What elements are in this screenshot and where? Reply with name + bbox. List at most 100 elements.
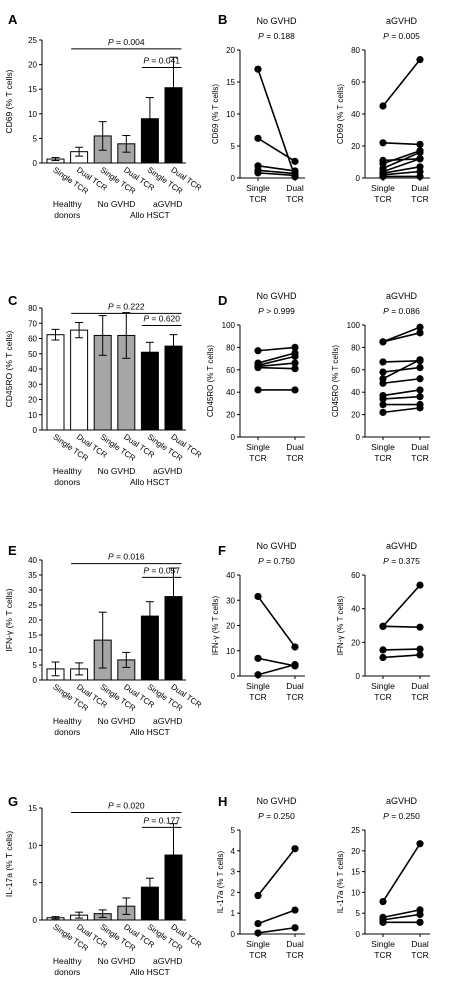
panel-letter: G	[8, 794, 18, 809]
data-point	[416, 404, 424, 412]
paired-line	[382, 913, 421, 921]
paired-line	[382, 395, 421, 400]
data-point	[416, 56, 424, 64]
y-tick-label: 40	[226, 388, 235, 397]
y-tick-label: 3	[231, 868, 236, 877]
y-tick-label: 70	[28, 319, 37, 328]
y-tick-label: 40	[351, 388, 360, 397]
data-point	[416, 393, 424, 401]
paired-line	[257, 346, 296, 352]
data-point	[379, 897, 387, 906]
subplot-title: aGVHD	[386, 291, 418, 301]
paired-line	[382, 166, 421, 174]
x-tick-label: Dual	[411, 681, 429, 691]
paired-line	[257, 169, 296, 175]
y-axis-label: IL-17a (% T cells)	[216, 850, 225, 913]
y-tick-label: 20	[28, 616, 37, 625]
data-point	[254, 929, 262, 937]
y-tick-label: 40	[351, 110, 360, 119]
p-value-label: P = 0.086	[383, 306, 420, 316]
paired-line	[382, 150, 421, 165]
group-label-no-gvhd: No GVHD	[98, 716, 136, 726]
x-tick-label: TCR	[374, 453, 391, 463]
data-point	[254, 65, 262, 73]
data-point	[291, 643, 299, 651]
x-tick-label: Dual	[286, 183, 304, 193]
data-point	[416, 323, 424, 331]
data-point	[416, 148, 424, 156]
panel-letter: D	[218, 293, 227, 308]
y-tick-label: 10	[226, 647, 235, 656]
paired-line	[382, 151, 421, 170]
p-value-label: P = 0.222	[108, 301, 145, 311]
y-tick-label: 0	[356, 930, 361, 939]
y-tick-label: 30	[28, 586, 37, 595]
y-tick-label: 20	[351, 847, 360, 856]
x-tick-label: Single	[371, 183, 395, 193]
group-label-healthy: Healthy	[53, 466, 83, 476]
data-point	[379, 368, 387, 376]
data-point	[291, 352, 299, 360]
x-tick-label: TCR	[286, 194, 303, 204]
data-point	[291, 359, 299, 367]
paired-line	[382, 625, 421, 628]
x-tick-label: TCR	[286, 950, 303, 960]
data-point	[379, 653, 387, 662]
y-tick-label: 100	[347, 321, 361, 330]
p-value-label: P = 0.750	[258, 556, 295, 566]
y-tick-label: 10	[28, 411, 37, 420]
subplot-agvhd: aGVHD P = 0.086 0 20 40 60 80 100 CD45RO (% T ce…	[331, 291, 430, 463]
y-tick-label: 60	[351, 571, 360, 580]
paired-line	[257, 137, 296, 163]
x-tick-label: TCR	[374, 950, 391, 960]
y-tick-label: 5	[231, 826, 236, 835]
data-point	[379, 395, 387, 403]
y-tick-label: 40	[28, 365, 37, 374]
y-axis-label: CD69 (% T cells)	[4, 69, 14, 133]
bar	[164, 345, 183, 431]
data-point	[291, 171, 299, 180]
y-axis-label: CD45RO (% T cells)	[331, 345, 340, 418]
x-tick-label: Dual	[411, 442, 429, 452]
data-point	[379, 918, 387, 926]
paired-line	[382, 843, 421, 902]
y-tick-label: 10	[28, 841, 37, 850]
y-tick-label: 60	[226, 366, 235, 375]
group-label-no-gvhd: No GVHD	[98, 956, 136, 966]
data-point	[254, 169, 262, 177]
data-point	[416, 140, 424, 148]
group-label-healthy: donors	[54, 210, 80, 220]
group-label-healthy: Healthy	[53, 716, 83, 726]
group-label-agvhd: aGVHD	[153, 466, 182, 476]
group-label-healthy: Healthy	[53, 956, 83, 966]
paired-line	[382, 158, 421, 173]
p-value-label: P = 0.250	[383, 811, 420, 821]
y-tick-label: 20	[226, 622, 235, 631]
paired-line	[257, 909, 296, 925]
panel-h: H No GVHD P = 0.250 0 1 2 3 4 5 IL-17a (% T cells…	[216, 794, 430, 960]
group-label-healthy: donors	[54, 727, 80, 737]
paired-line	[382, 360, 421, 363]
p-value-label: P = 0.005	[383, 31, 420, 41]
data-point	[291, 386, 299, 394]
y-tick-label: 80	[351, 343, 360, 352]
x-tick-label: Single	[371, 442, 395, 452]
p-value-label: P = 0.250	[258, 811, 295, 821]
data-point	[379, 622, 387, 630]
p-value-label: P = 0.188	[258, 31, 295, 41]
paired-line	[382, 407, 421, 414]
y-axis-label: CD45RO (% T cells)	[206, 345, 215, 418]
data-point	[379, 102, 387, 110]
bar	[46, 334, 65, 431]
y-tick-label: 60	[28, 335, 37, 344]
y-tick-label: 15	[351, 868, 360, 877]
x-tick-label: TCR	[374, 194, 391, 204]
data-point	[379, 139, 387, 147]
y-tick-label: 20	[351, 411, 360, 420]
paired-line	[382, 377, 421, 385]
data-point	[416, 840, 424, 848]
y-tick-label: 10	[28, 646, 37, 655]
